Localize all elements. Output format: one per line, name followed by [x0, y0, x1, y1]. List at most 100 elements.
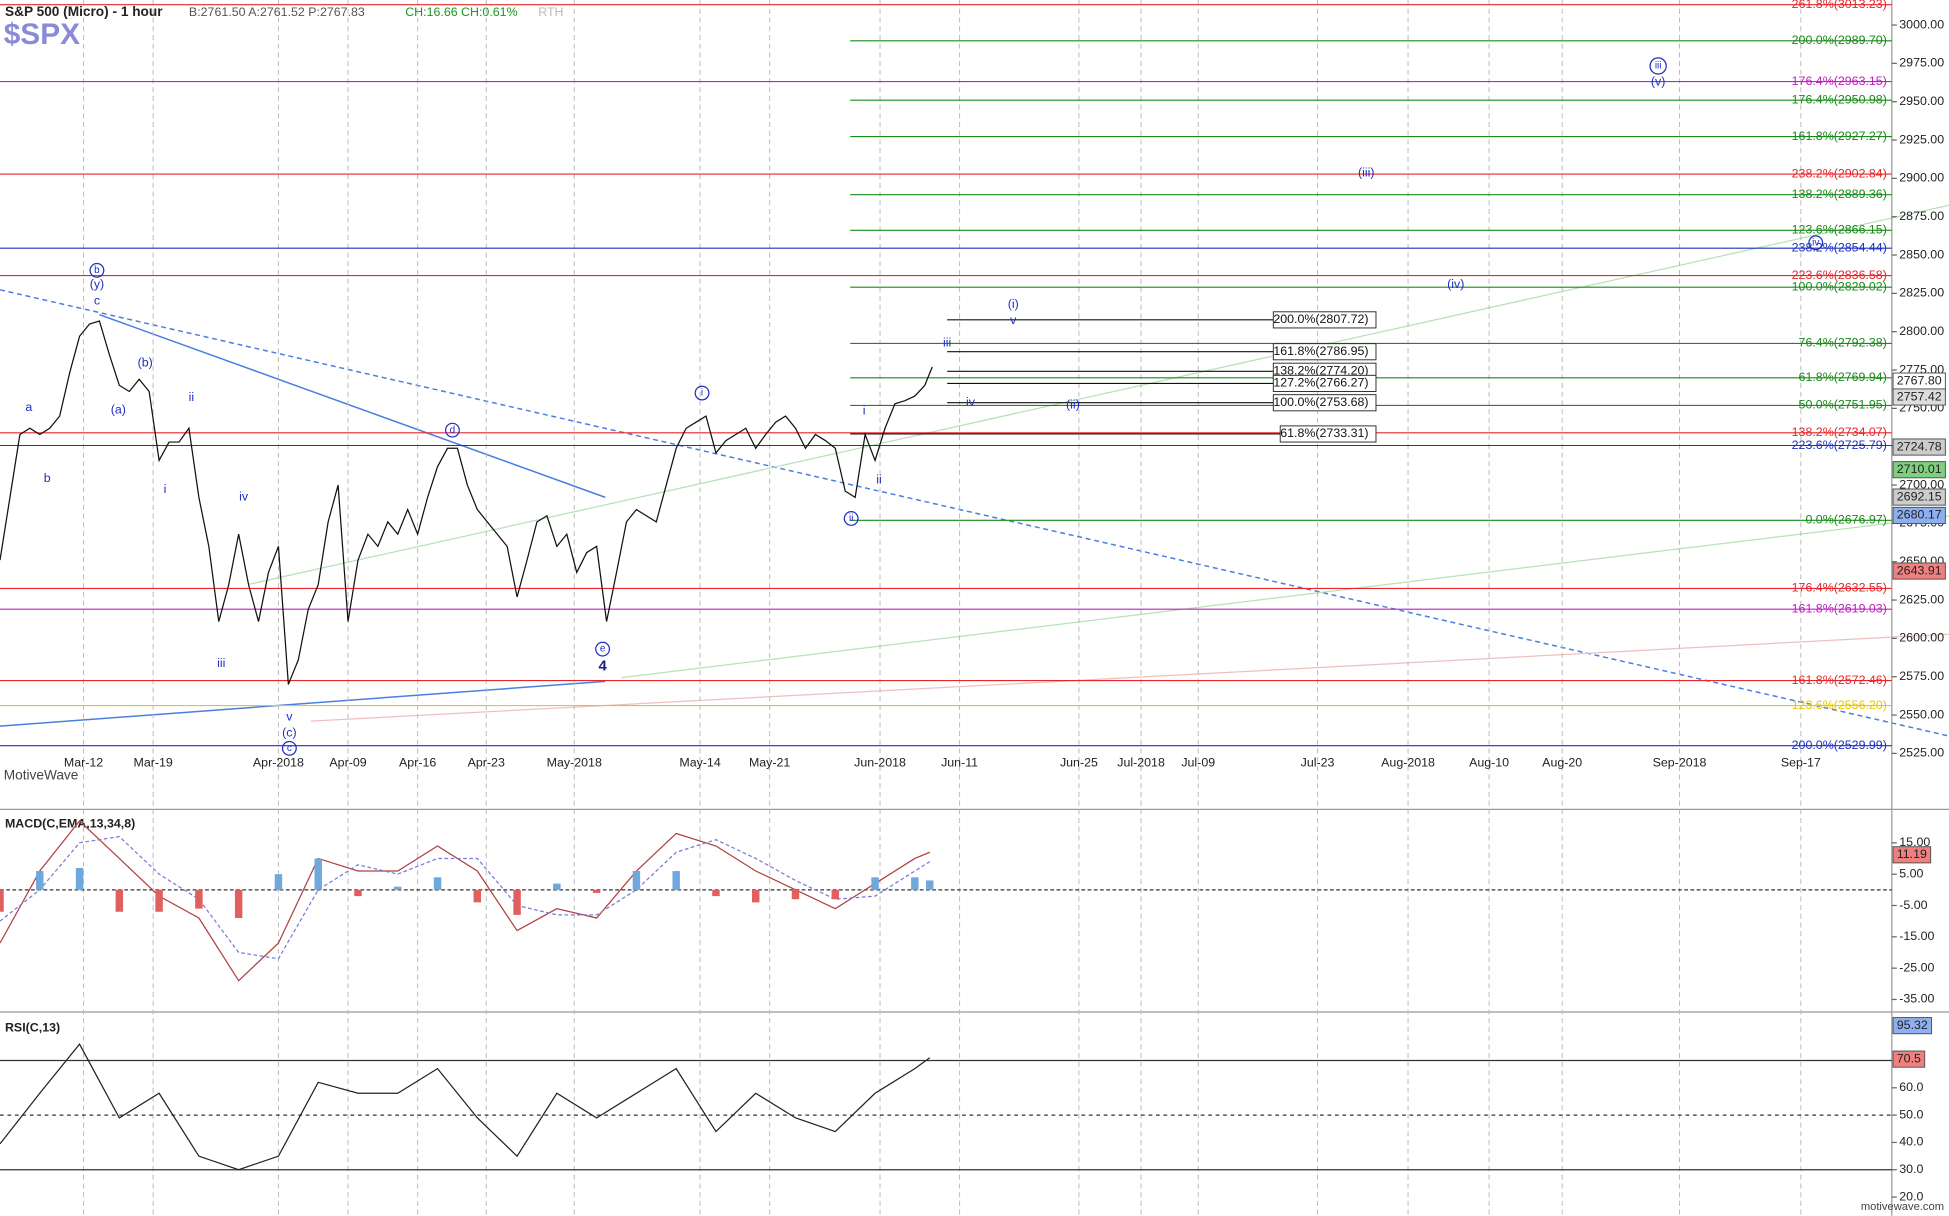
- trendline: [310, 633, 1949, 722]
- fib-label: 261.8%(3013.23): [1792, 0, 1887, 11]
- wave-circle: [444, 422, 460, 438]
- histogram-bar: [274, 874, 283, 890]
- x-tick-label: Jul-23: [1301, 756, 1335, 770]
- wave-label: (iii): [1358, 165, 1375, 179]
- trendline: [0, 680, 606, 727]
- histogram-bar: [195, 889, 203, 909]
- wave-label: (b): [138, 355, 153, 369]
- y-tick-label: 40.0: [1899, 1135, 1923, 1149]
- price-box-label: 2643.91: [1897, 563, 1942, 577]
- y-tick-label: 2975.00: [1899, 56, 1944, 70]
- current-value: 11.19: [1897, 847, 1927, 861]
- fib-label: 238.2%(2902.84): [1792, 166, 1887, 180]
- label-box: [1279, 425, 1377, 443]
- wave-circle: [595, 641, 611, 657]
- histogram-bar: [155, 889, 163, 912]
- wave-label: a: [25, 400, 32, 414]
- fib-label: 50.0%(2751.95): [1799, 398, 1887, 412]
- price-box-label: 2680.17: [1897, 508, 1942, 522]
- session: RTH: [538, 5, 563, 19]
- histogram-bar: [314, 858, 322, 890]
- y-tick-label: 2825.00: [1899, 286, 1944, 300]
- fib-label: 176.4%(2963.15): [1792, 74, 1887, 88]
- x-tick-label: Mar-19: [133, 756, 172, 770]
- histogram-bar: [234, 889, 243, 919]
- fib-label: 176.4%(2632.55): [1792, 581, 1887, 595]
- y-tick-label: -15.00: [1899, 929, 1934, 943]
- wave-label: (c): [282, 726, 296, 740]
- wave-circle: [281, 740, 297, 756]
- current-value: 95.32: [1897, 1018, 1928, 1032]
- histogram-bar: [354, 889, 362, 897]
- price-box-label: 2757.42: [1897, 389, 1942, 403]
- price-box-label: 2710.01: [1897, 462, 1942, 476]
- histogram-bar: [791, 889, 800, 900]
- wave-label: (a): [111, 403, 126, 417]
- x-tick-label: Aug-20: [1542, 756, 1582, 770]
- fib-label: 138.2%(2774.20): [1273, 364, 1368, 378]
- y-tick-label: 2950.00: [1899, 94, 1944, 108]
- fib-label: 61.8%(2769.94): [1799, 370, 1887, 384]
- fib-label: 176.4%(2950.98): [1792, 92, 1887, 106]
- x-tick-label: Jul-09: [1181, 756, 1215, 770]
- wave-circle: [1649, 57, 1667, 75]
- label-box: [1892, 1050, 1926, 1068]
- macd-line: [0, 820, 930, 982]
- y-tick-label: -25.00: [1899, 960, 1934, 974]
- histogram-bar: [712, 889, 720, 897]
- wave-label: ii: [876, 472, 882, 486]
- wave-label: e: [600, 644, 606, 655]
- fib-label: 223.6%(2836.58): [1792, 268, 1887, 282]
- histogram-bar: [0, 889, 4, 912]
- y-tick-label: 2925.00: [1899, 132, 1944, 146]
- fib-label: 100.0%(2829.02): [1792, 279, 1887, 293]
- fib-label: 61.8%(2733.31): [1280, 426, 1368, 440]
- price-box-label: 2724.78: [1897, 439, 1942, 453]
- macd-line: [0, 835, 931, 960]
- x-tick-label: Jul-2018: [1117, 756, 1165, 770]
- wave-circle: [694, 385, 710, 401]
- fib-label: 138.2%(2889.36): [1792, 187, 1887, 201]
- fib-label: 161.8%(2619.03): [1792, 601, 1887, 615]
- y-tick-label: 30.0: [1899, 1162, 1923, 1176]
- fib-label: 100.0%(2753.68): [1273, 395, 1368, 409]
- fib-label: 138.2%(2734.07): [1792, 425, 1887, 439]
- y-tick-label: 2525.00: [1899, 746, 1944, 760]
- x-tick-label: Jun-2018: [854, 756, 906, 770]
- trendline: [99, 313, 606, 499]
- x-tick-label: Apr-16: [399, 756, 436, 770]
- x-tick-label: May-2018: [547, 756, 602, 770]
- x-tick-label: Apr-23: [468, 756, 505, 770]
- wave-label: iii: [217, 656, 225, 670]
- price-box-label: 2767.80: [1897, 373, 1942, 387]
- wave-circle: [89, 262, 105, 278]
- price-line: [0, 320, 933, 685]
- label-box: [1892, 438, 1946, 456]
- fib-label: 200.0%(2807.72): [1273, 312, 1368, 326]
- x-tick-label: May-14: [679, 756, 720, 770]
- fib-label: 200.0%(2529.99): [1792, 738, 1887, 752]
- x-tick-label: Apr-09: [329, 756, 366, 770]
- wave-circle: [843, 511, 859, 526]
- fib-label: 123.6%(2866.15): [1792, 223, 1887, 237]
- wave-label: v: [286, 710, 293, 724]
- y-tick-label: 3000.00: [1899, 17, 1944, 31]
- rsi-title: RSI(C,13): [5, 1020, 60, 1034]
- label-box: [1892, 461, 1946, 479]
- label-box: [1272, 311, 1377, 329]
- wave-label: v: [1010, 313, 1017, 327]
- fib-label: 200.0%(2989.70): [1792, 33, 1887, 47]
- histogram-bar: [473, 889, 482, 903]
- histogram-bar: [115, 889, 124, 912]
- fib-label: 223.6%(2725.79): [1792, 438, 1887, 452]
- label-box: [1272, 394, 1377, 412]
- histogram-bar: [36, 871, 44, 890]
- y-tick-label: 20.0: [1899, 1189, 1923, 1203]
- footer: motivewave.com: [1861, 1201, 1944, 1213]
- fib-label: 161.8%(2572.46): [1792, 673, 1887, 687]
- symbol: $SPX: [4, 18, 80, 51]
- histogram-bar: [926, 880, 934, 890]
- y-tick-label: 2600.00: [1899, 631, 1944, 645]
